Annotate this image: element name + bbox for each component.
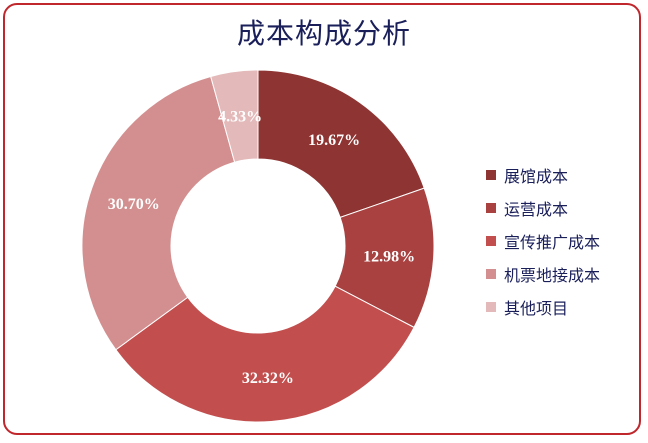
donut-slice (210, 69, 259, 163)
donut-slice (115, 285, 415, 423)
legend-item: 机票地接成本 (486, 257, 600, 290)
slice-percent-label: 32.32% (242, 370, 294, 387)
legend-item: 其他项目 (486, 290, 600, 323)
legend-swatch (486, 301, 496, 312)
donut-slices (81, 69, 435, 423)
slice-percent-label: 12.98% (363, 249, 415, 266)
legend-swatch (486, 268, 496, 279)
legend-label: 运营成本 (504, 199, 569, 219)
donut-slice (81, 75, 236, 351)
legend: 展馆成本 运营成本 宣传推广成本 机票地接成本 其他项目 (486, 158, 600, 323)
legend-label: 展馆成本 (504, 166, 569, 186)
legend-item: 宣传推广成本 (486, 224, 600, 257)
legend-label: 其他项目 (504, 298, 569, 318)
legend-item: 展馆成本 (486, 158, 600, 191)
legend-label: 宣传推广成本 (504, 232, 601, 252)
legend-swatch (486, 235, 496, 246)
slice-percent-label: 19.67% (308, 132, 360, 149)
donut-slice (257, 69, 425, 219)
legend-swatch (486, 202, 496, 213)
legend-swatch (486, 169, 496, 180)
slice-percent-label: 4.33% (218, 109, 262, 126)
chart-title: 成本构成分析 (236, 17, 411, 50)
legend-label: 机票地接成本 (504, 265, 601, 285)
legend-item: 运营成本 (486, 191, 600, 224)
donut-labels: 19.67% 12.98% 32.32% 30.70% 4.33% (108, 109, 415, 387)
slice-percent-label: 30.70% (108, 196, 160, 213)
